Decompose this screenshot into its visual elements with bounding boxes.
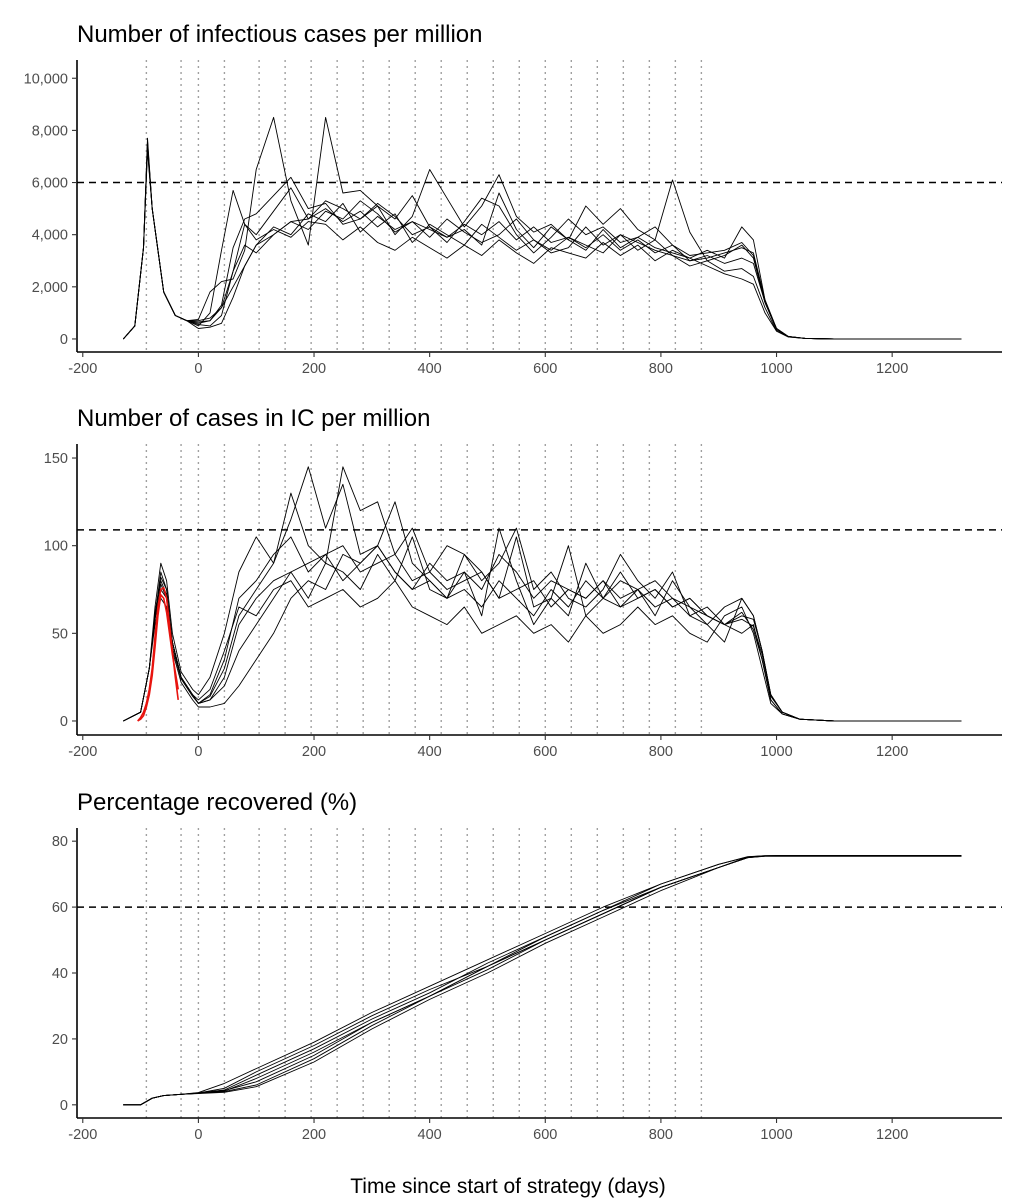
y-tick-label: 6,000 bbox=[32, 176, 68, 192]
x-tick-label: 1000 bbox=[760, 361, 792, 377]
x-tick-label: 600 bbox=[533, 361, 557, 377]
x-axis-title: Time since start of strategy (days) bbox=[350, 1175, 665, 1198]
x-tick-label: -200 bbox=[68, 1127, 97, 1143]
data-series-line-red bbox=[137, 593, 179, 722]
panel-infectious-cases: Number of infectious cases per million 0 2… bbox=[24, 21, 1002, 377]
x-tick-label: 400 bbox=[418, 744, 442, 760]
x-tick-label: 600 bbox=[533, 744, 557, 760]
data-series-line bbox=[123, 855, 962, 1106]
y-tick-label: 60 bbox=[52, 900, 68, 916]
data-series-line bbox=[123, 855, 962, 1106]
x-tick-label: 1200 bbox=[876, 1127, 908, 1143]
x-tick-label: 800 bbox=[649, 361, 673, 377]
x-tick-label: 0 bbox=[194, 361, 202, 377]
y-tick-label: 8,000 bbox=[32, 123, 68, 139]
data-series-line bbox=[123, 545, 962, 722]
data-series-line bbox=[123, 466, 962, 722]
y-tick-label: 20 bbox=[52, 1032, 68, 1048]
data-series-line bbox=[122, 116, 962, 340]
chart-title: Number of cases in IC per million bbox=[77, 405, 430, 432]
x-tick-label: -200 bbox=[68, 361, 97, 377]
y-tick-label: 10,000 bbox=[24, 71, 68, 87]
data-series-line bbox=[123, 855, 962, 1106]
x-tick-label: 200 bbox=[302, 1127, 326, 1143]
data-series-line bbox=[122, 142, 962, 340]
x-tick-label: 400 bbox=[418, 361, 442, 377]
x-tick-label: 800 bbox=[649, 744, 673, 760]
x-tick-label: 0 bbox=[194, 1127, 202, 1143]
x-tick-label: 1000 bbox=[760, 1127, 792, 1143]
y-tick-label: 2,000 bbox=[32, 280, 68, 296]
data-series-line bbox=[123, 466, 962, 722]
data-series-line bbox=[122, 150, 962, 340]
data-series-line bbox=[122, 142, 962, 340]
data-series-line bbox=[123, 855, 962, 1106]
x-tick-label: 200 bbox=[302, 744, 326, 760]
y-tick-label: 4,000 bbox=[32, 228, 68, 244]
x-tick-label: 1000 bbox=[760, 744, 792, 760]
x-tick-label: 400 bbox=[418, 1127, 442, 1143]
panel-ic-cases: Number of cases in IC per million 0 50 100 1… bbox=[44, 405, 1002, 760]
data-series-line bbox=[122, 145, 962, 340]
data-series-line bbox=[123, 536, 962, 722]
y-tick-label: 0 bbox=[60, 332, 68, 348]
data-series-line bbox=[122, 140, 962, 340]
x-tick-label: 200 bbox=[302, 361, 326, 377]
x-tick-label: 600 bbox=[533, 1127, 557, 1143]
y-tick-label: 80 bbox=[52, 834, 68, 850]
x-tick-label: -200 bbox=[68, 744, 97, 760]
x-tick-label: 800 bbox=[649, 1127, 673, 1143]
data-series-line bbox=[123, 545, 962, 722]
x-tick-label: 1200 bbox=[876, 361, 908, 377]
data-series-line bbox=[123, 854, 962, 1106]
y-tick-label: 40 bbox=[52, 966, 68, 982]
data-series-line bbox=[123, 580, 962, 722]
y-tick-label: 50 bbox=[52, 626, 68, 642]
chart-title: Number of infectious cases per million bbox=[77, 21, 483, 48]
data-series-line bbox=[123, 855, 962, 1106]
data-series-line bbox=[122, 148, 962, 340]
y-tick-label: 0 bbox=[60, 714, 68, 730]
y-tick-label: 150 bbox=[44, 451, 68, 467]
data-series-line bbox=[123, 855, 962, 1106]
y-tick-label: 100 bbox=[44, 539, 68, 555]
x-tick-label: 1200 bbox=[876, 744, 908, 760]
chart-title: Percentage recovered (%) bbox=[77, 789, 357, 816]
x-tick-label: 0 bbox=[194, 744, 202, 760]
y-tick-label: 0 bbox=[60, 1098, 68, 1114]
